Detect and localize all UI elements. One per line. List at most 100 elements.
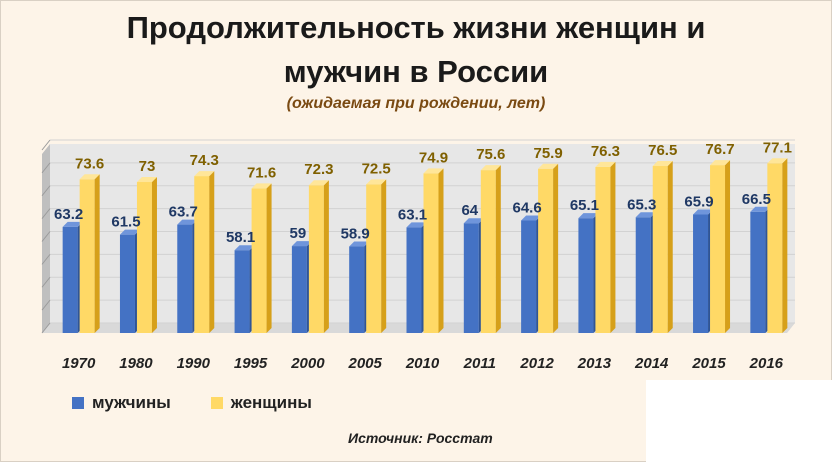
- bar-women-2014-side: [667, 161, 673, 333]
- bar-women-2012-front: [538, 168, 554, 333]
- bar-women-2000-front: [308, 185, 324, 333]
- bar-men-2012-front: [521, 220, 537, 333]
- bar-men-2005-top: [349, 241, 370, 247]
- x-tick-label: 2014: [634, 355, 669, 372]
- bar-men-1990-front: [177, 224, 193, 333]
- bar-men-2013-top: [578, 213, 599, 219]
- data-label-women: 71.6: [247, 164, 276, 181]
- bar-men-2011-front: [463, 223, 479, 333]
- side-gridline: [41, 322, 51, 334]
- side-gridline: [41, 185, 51, 197]
- side-gridline: [41, 254, 51, 265]
- bar-women-1980-top: [136, 177, 157, 183]
- bar-women-2013-front: [595, 166, 611, 333]
- bar-women-2010-side: [438, 168, 444, 333]
- bar-men-2000-front: [291, 246, 307, 333]
- side-gridline: [41, 208, 51, 219]
- x-tick-label: 1990: [177, 355, 211, 372]
- legend-label-women: женщины: [230, 393, 312, 412]
- legend: мужчины женщины: [72, 393, 312, 413]
- legend-item-men: мужчины: [72, 393, 171, 413]
- bar-women-2000-side: [323, 180, 329, 333]
- bar-women-2016-side: [782, 158, 788, 333]
- data-label-men: 64: [461, 202, 478, 219]
- bar-women-2010-top: [423, 168, 444, 174]
- data-label-women: 72.5: [362, 160, 391, 177]
- bar-men-1990-top: [177, 219, 198, 225]
- legend-swatch-men: [72, 397, 84, 409]
- bar-women-2011-top: [480, 165, 501, 171]
- bar-women-2012-top: [538, 163, 559, 169]
- x-tick-label: 2011: [463, 355, 496, 372]
- bar-women-2016-front: [767, 163, 783, 333]
- bar-women-1970-front: [79, 179, 95, 333]
- bar-women-1970-top: [79, 174, 100, 180]
- data-label-men: 65.9: [684, 194, 713, 211]
- chart-title-line1: Продолжительность жизни женщин и: [126, 10, 706, 45]
- data-label-women: 74.3: [190, 152, 219, 169]
- bar-women-2014-top: [652, 161, 673, 167]
- data-label-women: 75.9: [534, 145, 563, 162]
- legend-label-men: мужчины: [92, 393, 171, 412]
- bar-men-1970-top: [62, 221, 83, 227]
- bar-women-2013-side: [610, 161, 616, 333]
- bar-women-1995-side: [266, 183, 272, 333]
- bar-men-2000-top: [291, 241, 312, 247]
- bar-men-2013-front: [578, 218, 594, 333]
- bar-women-1980-front: [136, 182, 152, 333]
- side-gridline: [41, 299, 51, 311]
- side-gridline: [41, 139, 51, 151]
- legend-swatch-women: [210, 397, 223, 409]
- x-tick-label: 2012: [519, 355, 554, 372]
- bar-men-1970-front: [62, 226, 78, 333]
- x-tick-label: 2016: [749, 355, 784, 372]
- data-label-men: 63.1: [398, 206, 427, 223]
- bar-men-2005-front: [349, 246, 365, 333]
- bar-men-2010-front: [406, 227, 422, 333]
- data-label-men: 58.9: [341, 226, 370, 243]
- data-label-men: 66.5: [742, 191, 771, 208]
- bar-men-2012-top: [521, 215, 542, 221]
- data-label-men: 65.3: [627, 196, 656, 213]
- bar-men-2016-front: [750, 211, 766, 333]
- bar-women-2005-front: [366, 184, 382, 333]
- blank-corner: [646, 380, 832, 462]
- bar-men-2016-top: [750, 206, 771, 212]
- side-gridline: [41, 276, 51, 288]
- data-label-men: 65.1: [570, 197, 599, 214]
- bar-women-2005-top: [366, 179, 387, 185]
- bar-men-2014-front: [635, 217, 651, 333]
- bar-women-2011-side: [495, 165, 501, 333]
- data-label-women: 73: [139, 158, 156, 175]
- data-label-women: 74.9: [419, 149, 448, 166]
- bar-women-2012-side: [553, 163, 559, 333]
- data-label-men: 58.1: [226, 229, 255, 246]
- data-label-men: 63.2: [54, 206, 83, 223]
- bar-men-2011-top: [463, 218, 484, 224]
- bar-women-2000-top: [308, 180, 329, 186]
- source-note: Источник: Росстат: [348, 430, 493, 446]
- data-label-women: 76.3: [591, 143, 620, 160]
- legend-item-women: женщины: [210, 393, 312, 413]
- x-tick-label: 1980: [119, 355, 153, 372]
- data-label-women: 73.6: [75, 155, 104, 172]
- bar-women-2014-front: [652, 166, 668, 333]
- x-tick-label: 2000: [290, 355, 325, 372]
- bar-women-2013-top: [595, 161, 616, 167]
- bar-women-1990-top: [194, 171, 215, 177]
- data-label-men: 64.6: [513, 199, 542, 216]
- bar-women-1990-side: [209, 171, 215, 333]
- bar-men-1980-top: [119, 229, 140, 235]
- bar-women-2015-front: [710, 165, 726, 333]
- x-tick-label: 2015: [691, 355, 726, 372]
- bar-women-1995-front: [251, 188, 267, 333]
- data-label-women: 76.7: [705, 141, 734, 158]
- bar-women-1995-top: [251, 183, 272, 189]
- bar-men-2015-front: [693, 214, 709, 333]
- bar-men-2010-top: [406, 222, 427, 228]
- plot-side-wall: [42, 144, 50, 333]
- chart-title-line2: мужчин в России: [283, 54, 549, 89]
- bar-men-1995-front: [234, 250, 250, 333]
- bar-women-1990-front: [194, 176, 210, 333]
- data-label-men: 63.7: [169, 204, 198, 221]
